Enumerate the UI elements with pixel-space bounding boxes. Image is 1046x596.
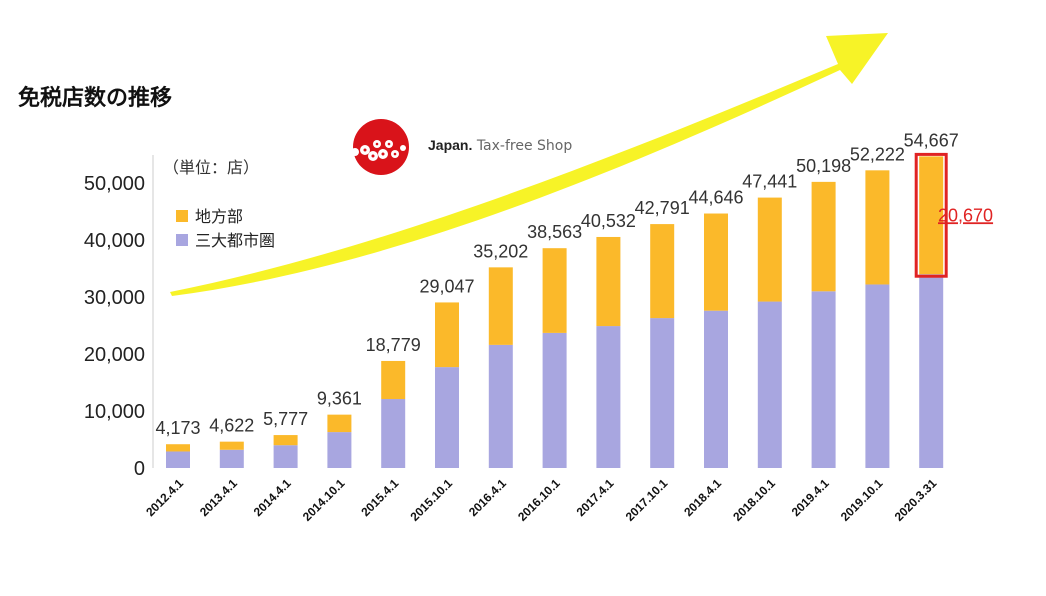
y-tick-label: 20,000 bbox=[84, 344, 145, 366]
bar-total-label: 4,173 bbox=[155, 418, 200, 438]
bar-total-label: 44,646 bbox=[688, 188, 743, 208]
bar-metro bbox=[811, 291, 836, 468]
bar-total-label: 52,222 bbox=[850, 144, 905, 164]
x-tick-label: 2012.4.1 bbox=[143, 476, 186, 519]
bar-metro bbox=[919, 274, 944, 468]
bar-total-label: 38,563 bbox=[527, 222, 582, 242]
bar-regional bbox=[596, 236, 621, 327]
sakura-logo-icon bbox=[351, 119, 409, 175]
x-tick-label: 2018.4.1 bbox=[681, 476, 724, 519]
bar-total-label: 29,047 bbox=[419, 276, 474, 296]
bar-metro bbox=[704, 310, 728, 468]
logo-tagline: Tax-free Shop bbox=[476, 138, 573, 154]
x-tick-label: 2014.4.1 bbox=[251, 476, 294, 519]
bar-regional bbox=[435, 302, 459, 368]
bar-regional bbox=[542, 248, 567, 333]
bar-total-label: 42,791 bbox=[635, 198, 690, 218]
bar-metro bbox=[865, 284, 890, 468]
bar-metro bbox=[381, 399, 406, 468]
x-tick-label: 2018.10.1 bbox=[730, 476, 778, 524]
x-tick-label: 2015.4.1 bbox=[358, 476, 401, 519]
bar-total-label: 5,777 bbox=[263, 409, 308, 429]
bar-total-label: 40,532 bbox=[581, 211, 636, 231]
bar-regional bbox=[166, 444, 190, 452]
chart-title: 免税店数の推移 bbox=[18, 86, 173, 111]
bar-total-label: 4,622 bbox=[209, 416, 254, 436]
bar-metro bbox=[757, 301, 782, 468]
bar-metro bbox=[596, 326, 621, 468]
bar-regional bbox=[919, 156, 944, 275]
y-tick-label: 10,000 bbox=[84, 401, 145, 423]
bar-regional bbox=[273, 435, 298, 446]
x-tick-label: 2019.4.1 bbox=[789, 476, 832, 519]
bar-regional bbox=[488, 267, 513, 345]
bar-regional bbox=[704, 213, 728, 311]
bar-regional bbox=[811, 181, 836, 292]
x-tick-label: 2017.4.1 bbox=[574, 476, 617, 519]
bar-total-label: 35,202 bbox=[473, 241, 528, 261]
bar-metro bbox=[327, 432, 352, 468]
x-tick-label: 2020.3.31 bbox=[892, 476, 940, 524]
logo-text: Japan. Tax-free Shop bbox=[428, 137, 572, 154]
annotation-label: 20,670 bbox=[938, 205, 993, 225]
bar-regional bbox=[381, 360, 406, 400]
legend-label-regional: 地方部 bbox=[195, 207, 243, 226]
y-tick-label: 50,000 bbox=[84, 173, 145, 195]
logo-brand: Japan. bbox=[428, 137, 473, 153]
x-tick-label: 2016.4.1 bbox=[466, 476, 509, 519]
y-tick-label: 40,000 bbox=[84, 230, 145, 252]
bar-total-label: 18,779 bbox=[366, 335, 421, 355]
y-tick-label: 30,000 bbox=[84, 287, 145, 309]
x-tick-label: 2016.10.1 bbox=[515, 476, 563, 524]
bar-total-label: 54,667 bbox=[904, 130, 959, 150]
bar-metro bbox=[219, 449, 244, 468]
bar-metro bbox=[273, 445, 298, 468]
legend-label-metro: 三大都市圏 bbox=[195, 231, 275, 250]
legend-swatch-regional bbox=[176, 210, 188, 222]
bar-regional bbox=[327, 414, 352, 433]
bar-regional bbox=[757, 197, 782, 302]
bar-total-label: 47,441 bbox=[742, 172, 797, 192]
bar-metro bbox=[542, 332, 567, 468]
bar-total-label: 50,198 bbox=[796, 156, 851, 176]
x-tick-label: 2013.4.1 bbox=[197, 476, 240, 519]
legend-swatch-metro bbox=[176, 234, 188, 246]
x-tick-label: 2015.10.1 bbox=[407, 476, 455, 524]
bar-regional bbox=[650, 224, 675, 319]
highlight-box bbox=[914, 152, 948, 278]
y-tick-label: 0 bbox=[134, 458, 145, 480]
bar-regional bbox=[865, 170, 890, 285]
bar-regional bbox=[219, 441, 244, 450]
bar-metro bbox=[435, 367, 459, 468]
bar-metro bbox=[488, 344, 513, 468]
x-tick-label: 2014.10.1 bbox=[300, 476, 348, 524]
x-tick-label: 2019.10.1 bbox=[838, 476, 886, 524]
x-tick-label: 2017.10.1 bbox=[623, 476, 671, 524]
bar-metro bbox=[166, 451, 190, 468]
bar-metro bbox=[650, 318, 675, 468]
unit-note: （単位：店） bbox=[163, 158, 259, 177]
bar-total-label: 9,361 bbox=[317, 389, 362, 409]
